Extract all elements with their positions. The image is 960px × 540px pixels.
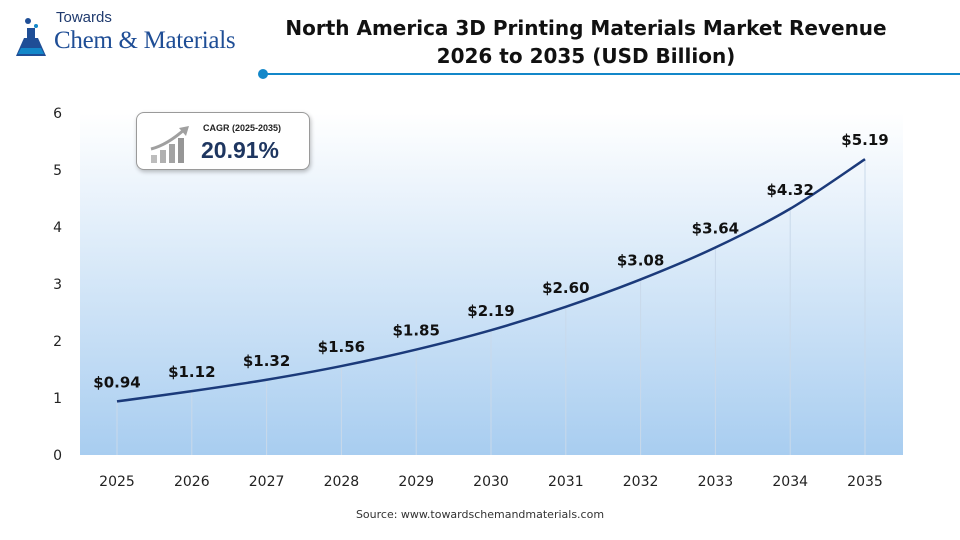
y-tick-1: 1 xyxy=(53,391,62,407)
x-tick-2028: 2028 xyxy=(324,474,360,490)
chart-title: North America 3D Printing Materials Mark… xyxy=(276,14,896,70)
x-axis: 2025 2026 2027 2028 2029 2030 2031 2032 2033 2034… xyxy=(99,474,883,490)
x-tick-2034: 2034 xyxy=(772,474,808,490)
cagr-value: 20.91% xyxy=(201,137,280,163)
y-tick-0: 0 xyxy=(53,448,62,464)
cagr-label: CAGR (2025-2035) xyxy=(203,123,282,133)
y-tick-6: 6 xyxy=(53,106,62,122)
y-tick-3: 3 xyxy=(53,277,62,293)
chart-title-line-1: North America 3D Printing Materials Mark… xyxy=(285,16,887,40)
chart-title-line-2: 2026 to 2035 (USD Billion) xyxy=(436,44,736,68)
logo-text-towards: Towards xyxy=(56,9,112,26)
growth-chart-icon xyxy=(150,126,189,163)
logo-text-name: Chem & Materials xyxy=(54,27,236,54)
data-label-2028: $1.56 xyxy=(318,338,365,356)
divider-line xyxy=(266,73,960,75)
x-tick-2033: 2033 xyxy=(698,474,734,490)
data-label-2027: $1.32 xyxy=(243,352,290,370)
y-tick-2: 2 xyxy=(53,334,62,350)
y-tick-5: 5 xyxy=(53,163,62,179)
source-note: Source: www.towardschemandmaterials.com xyxy=(355,508,605,521)
series-line xyxy=(116,158,866,403)
x-tick-2035: 2035 xyxy=(847,474,883,490)
x-tick-2032: 2032 xyxy=(623,474,659,490)
x-tick-2026: 2026 xyxy=(174,474,210,490)
title-divider xyxy=(258,69,960,79)
x-tick-2029: 2029 xyxy=(398,474,434,490)
data-label-2025: $0.94 xyxy=(93,373,140,391)
data-label-2026: $1.12 xyxy=(168,363,215,381)
y-axis: 0 1 2 3 4 5 6 xyxy=(53,106,62,464)
x-tick-2027: 2027 xyxy=(249,474,285,490)
data-label-2030: $2.19 xyxy=(467,302,514,320)
data-label-2031: $2.60 xyxy=(542,279,589,297)
data-label-2034: $4.32 xyxy=(766,181,813,199)
data-label-2033: $3.64 xyxy=(692,220,739,238)
x-tick-2025: 2025 xyxy=(99,474,135,490)
data-labels: $0.94 $1.12 $1.32 $1.56 $1.85 $2.19 $2.60 $3.08… xyxy=(93,131,889,402)
divider-dot xyxy=(258,69,268,79)
cagr-badge: CAGR (2025-2035) 20.91% xyxy=(136,112,310,170)
y-tick-4: 4 xyxy=(53,220,62,236)
logo: Towards Chem & Materials xyxy=(14,8,264,64)
gridlines xyxy=(116,159,866,455)
flask-icon xyxy=(16,18,46,56)
data-label-2029: $1.85 xyxy=(392,322,439,340)
x-tick-2030: 2030 xyxy=(473,474,509,490)
data-label-2035: $5.19 xyxy=(841,131,888,149)
x-tick-2031: 2031 xyxy=(548,474,584,490)
data-label-2032: $3.08 xyxy=(617,251,664,269)
